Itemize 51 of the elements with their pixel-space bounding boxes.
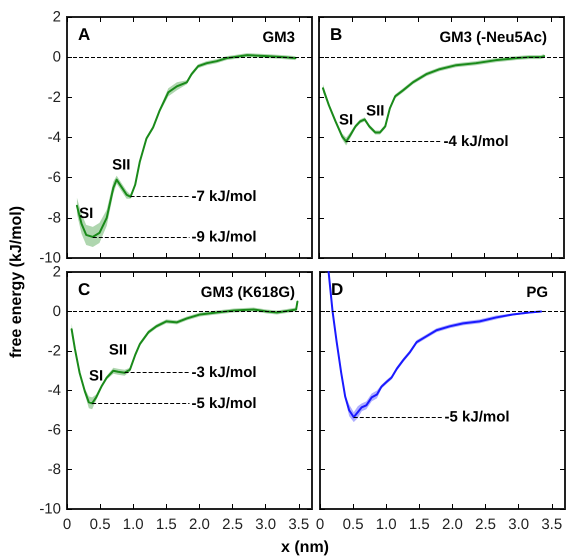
x-tick-label: 2.5 [475,516,496,533]
y-axis-title: free energy (kJ/mol) [8,206,26,358]
ref-line-label: -5 kJ/mol [192,394,257,412]
y-tick-label: 2 [52,8,61,26]
y-tick-label: -10 [39,500,61,518]
x-tick-label: 0.5 [342,516,364,533]
y-tick-label: -4 [48,129,61,146]
x-tick-label: 1.0 [376,516,397,533]
annotation: SII [108,342,128,359]
x-tick-label: 1.0 [122,516,144,533]
x-tick-label: 3.0 [255,516,276,533]
y-tick-label: -6 [48,169,61,186]
annotation: SI [89,367,104,384]
text: GM3 [262,29,296,46]
text: B [330,25,342,44]
x-tick-label: 3.5 [541,516,562,533]
text: D [331,280,344,299]
x-axis-title: x (nm) [281,539,329,557]
y-tick-label: 0 [52,303,61,320]
ref-line-label: -5 kJ/mol [444,408,510,426]
annotation: SI [79,204,94,222]
text: A [78,25,90,44]
annotation: SII [366,102,384,120]
ref-line-label: -4 kJ/mol [444,133,509,150]
y-tick-label: -2 [48,342,61,360]
x-tick-label: 1.5 [408,516,430,533]
annotation: SII [112,156,130,174]
text: GM3 (K618G) [200,284,296,301]
y-tick-label: 0 [52,48,61,66]
x-tick-label: 0.5 [90,516,111,533]
y-tick-label: 2 [52,264,61,280]
x-tick-label: 3.5 [288,516,310,533]
y-tick-label: -6 [48,422,61,438]
y-tick-label: -4 [48,382,61,399]
y-tick-label: -10 [39,250,61,266]
x-tick-label: 2.0 [442,516,463,533]
text: PG [526,284,548,301]
text: C [78,280,90,299]
text: GM3 (-Neu5Ac) [439,29,548,46]
x-tick-label: 2.5 [222,516,243,533]
x-tick-label: 0 [316,516,324,533]
y-tick-label: -8 [48,461,61,478]
y-tick-label: -8 [48,209,61,226]
annotation: SI [339,112,354,129]
ref-line-label: -3 kJ/mol [192,364,257,382]
x-tick-label: 1.5 [156,516,177,533]
x-tick-label: 3.0 [508,516,530,533]
y-tick-label: -2 [48,88,61,106]
x-tick-label: 2.0 [189,516,210,533]
ref-line-label: -7 kJ/mol [192,188,257,206]
ref-line-label: -9 kJ/mol [192,228,257,246]
